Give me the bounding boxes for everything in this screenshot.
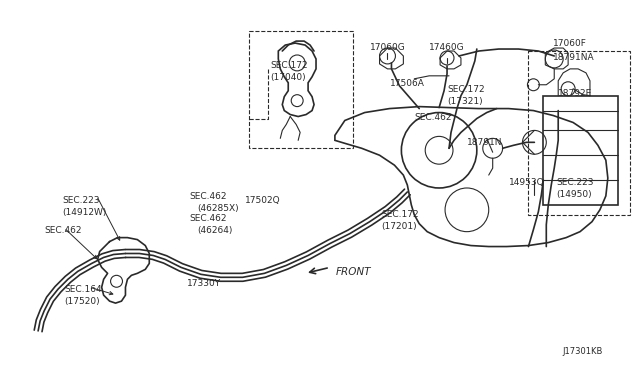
Text: 17460G: 17460G xyxy=(429,43,465,52)
Text: (14912W): (14912W) xyxy=(62,208,106,217)
Text: SEC.164: SEC.164 xyxy=(64,285,102,294)
Text: SEC.172: SEC.172 xyxy=(381,210,419,219)
Text: 17060F: 17060F xyxy=(553,39,587,48)
Text: SEC.223: SEC.223 xyxy=(556,178,594,187)
Bar xyxy=(248,31,353,148)
Text: (17201): (17201) xyxy=(381,222,417,231)
Text: SEC.223: SEC.223 xyxy=(62,196,99,205)
Bar xyxy=(543,96,618,205)
Text: FRONT: FRONT xyxy=(336,267,371,278)
Text: SEC.172: SEC.172 xyxy=(447,85,484,94)
Text: 14953Q: 14953Q xyxy=(509,178,544,187)
Text: (46285X): (46285X) xyxy=(197,204,239,213)
Text: (17520): (17520) xyxy=(64,297,100,306)
Text: 18792E: 18792E xyxy=(558,89,593,98)
Text: SEC.462: SEC.462 xyxy=(189,214,227,223)
Text: 18791NA: 18791NA xyxy=(553,53,595,62)
Text: 17506A: 17506A xyxy=(390,79,424,88)
Text: SEC.462: SEC.462 xyxy=(44,226,81,235)
Text: (17321): (17321) xyxy=(447,97,483,106)
Text: 17330Y: 17330Y xyxy=(187,279,221,288)
Bar xyxy=(529,51,630,215)
Text: (46264): (46264) xyxy=(197,226,232,235)
Text: SEC.462: SEC.462 xyxy=(414,113,452,122)
Text: J17301KB: J17301KB xyxy=(562,347,602,356)
Text: 17502Q: 17502Q xyxy=(244,196,280,205)
Text: SEC.172: SEC.172 xyxy=(270,61,308,70)
Text: 18791N: 18791N xyxy=(467,138,502,147)
Text: SEC.462: SEC.462 xyxy=(189,192,227,201)
Text: (17040): (17040) xyxy=(270,73,306,82)
Text: (14950): (14950) xyxy=(556,190,592,199)
Text: 17060G: 17060G xyxy=(370,43,405,52)
